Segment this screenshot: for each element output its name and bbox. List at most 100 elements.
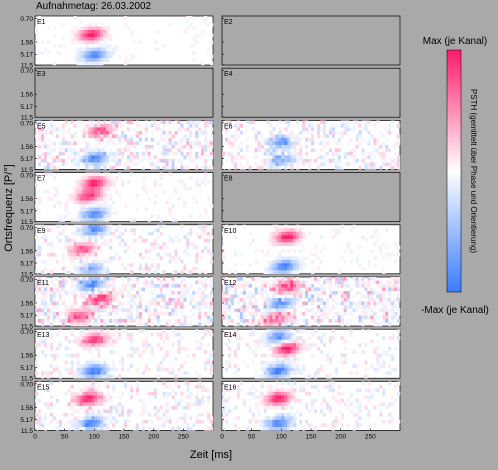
y-tick-label: 5.17 — [20, 208, 33, 215]
heatmap-cell — [141, 266, 145, 271]
heatmap-cell — [52, 127, 56, 132]
heatmap-cell — [343, 357, 347, 361]
heatmap-cell — [287, 249, 291, 253]
heatmap-cell — [236, 343, 240, 347]
heatmap-cell — [94, 339, 98, 344]
heatmap-cell — [97, 315, 101, 320]
heatmap-cell — [278, 134, 282, 139]
panel-e14: E14 — [221, 328, 401, 379]
heatmap-cell — [204, 120, 208, 125]
heatmap-cell — [367, 298, 371, 302]
heatmap-cell — [266, 259, 270, 264]
heatmap-cell — [239, 388, 243, 393]
heatmap-cell — [106, 130, 110, 135]
heatmap-cell — [233, 235, 238, 239]
heatmap-cell — [109, 343, 113, 347]
heatmap-cell — [64, 207, 68, 212]
heatmap-cell — [281, 312, 285, 316]
heatmap-cell — [278, 231, 282, 236]
heatmap-cell — [183, 284, 187, 288]
heatmap-cell — [260, 423, 264, 428]
heatmap-cell — [331, 228, 335, 232]
heatmap-cell — [58, 371, 62, 375]
heatmap-cell — [284, 319, 288, 323]
heatmap-cell — [204, 176, 208, 180]
heatmap-cell — [242, 402, 246, 407]
heatmap-cell — [73, 30, 77, 34]
heatmap-cell — [79, 30, 83, 34]
heatmap-cell — [204, 224, 208, 229]
heatmap-cell — [290, 277, 294, 281]
heatmap-cell — [132, 231, 137, 236]
heatmap-cell — [37, 242, 42, 246]
heatmap-cell — [331, 127, 335, 132]
heatmap-cell — [331, 423, 335, 428]
heatmap-cell — [364, 123, 368, 128]
heatmap-cell — [275, 144, 279, 149]
heatmap-cell — [112, 339, 116, 344]
heatmap-cell — [290, 322, 294, 327]
heatmap-cell — [355, 412, 359, 417]
heatmap-cell — [397, 291, 401, 295]
heatmap-cell — [355, 291, 359, 295]
heatmap-cell — [121, 231, 125, 236]
heatmap-cell — [266, 405, 270, 410]
heatmap-cell — [79, 280, 83, 285]
heatmap-cell — [233, 270, 238, 274]
heatmap-cell — [73, 148, 77, 153]
heatmap-cell — [144, 336, 148, 340]
heatmap-cell — [334, 228, 338, 232]
heatmap-cell — [37, 127, 42, 132]
heatmap-cell — [281, 405, 285, 410]
heatmap-cell — [198, 343, 202, 347]
colorbar-min-label: -Max (je Kanal) — [421, 305, 489, 316]
heatmap-cell — [88, 197, 92, 201]
heatmap-cell — [322, 384, 327, 389]
heatmap-cell — [361, 137, 365, 142]
heatmap-cell — [156, 47, 160, 52]
heatmap-cell — [159, 158, 163, 163]
heatmap-cell — [210, 315, 214, 320]
heatmap-cell — [97, 259, 101, 264]
heatmap-cell — [85, 346, 89, 351]
heatmap-cell — [269, 231, 273, 236]
panel-e2: E2 — [221, 15, 401, 66]
heatmap-cell — [79, 51, 83, 55]
heatmap-cell — [79, 204, 83, 208]
heatmap-cell — [269, 353, 273, 358]
heatmap-cell — [49, 371, 53, 375]
heatmap-cell — [58, 200, 62, 205]
heatmap-cell — [204, 144, 208, 149]
heatmap-cell — [210, 350, 214, 354]
heatmap-cell — [138, 301, 142, 306]
heatmap-cell — [171, 280, 175, 285]
heatmap-cell — [112, 256, 116, 260]
heatmap-cell — [287, 426, 291, 431]
heatmap-cell — [242, 280, 246, 285]
heatmap-cell — [367, 141, 371, 146]
heatmap-cell — [35, 423, 39, 428]
heatmap-cell — [67, 127, 71, 132]
heatmap-cell — [352, 294, 356, 299]
heatmap-cell — [85, 426, 89, 431]
heatmap-cell — [73, 151, 77, 156]
heatmap-cell — [233, 162, 238, 167]
heatmap-cell — [186, 242, 190, 246]
heatmap-cell — [43, 388, 48, 393]
heatmap-cell — [248, 312, 252, 316]
heatmap-cell — [397, 287, 401, 292]
heatmap-cell — [124, 308, 128, 313]
heatmap-cell — [37, 381, 42, 386]
heatmap-cell — [183, 266, 187, 271]
heatmap-cell — [204, 284, 208, 288]
heatmap-cell — [91, 402, 95, 407]
heatmap-cell — [82, 151, 86, 156]
heatmap-cell — [88, 30, 92, 34]
heatmap-cell — [49, 151, 53, 156]
heatmap-cell — [352, 158, 356, 163]
heatmap-cell — [52, 141, 56, 146]
heatmap-cell — [73, 374, 77, 379]
y-tick-label: 5.17 — [20, 417, 33, 424]
heatmap-cell — [73, 190, 77, 194]
heatmap-cell — [275, 148, 279, 153]
